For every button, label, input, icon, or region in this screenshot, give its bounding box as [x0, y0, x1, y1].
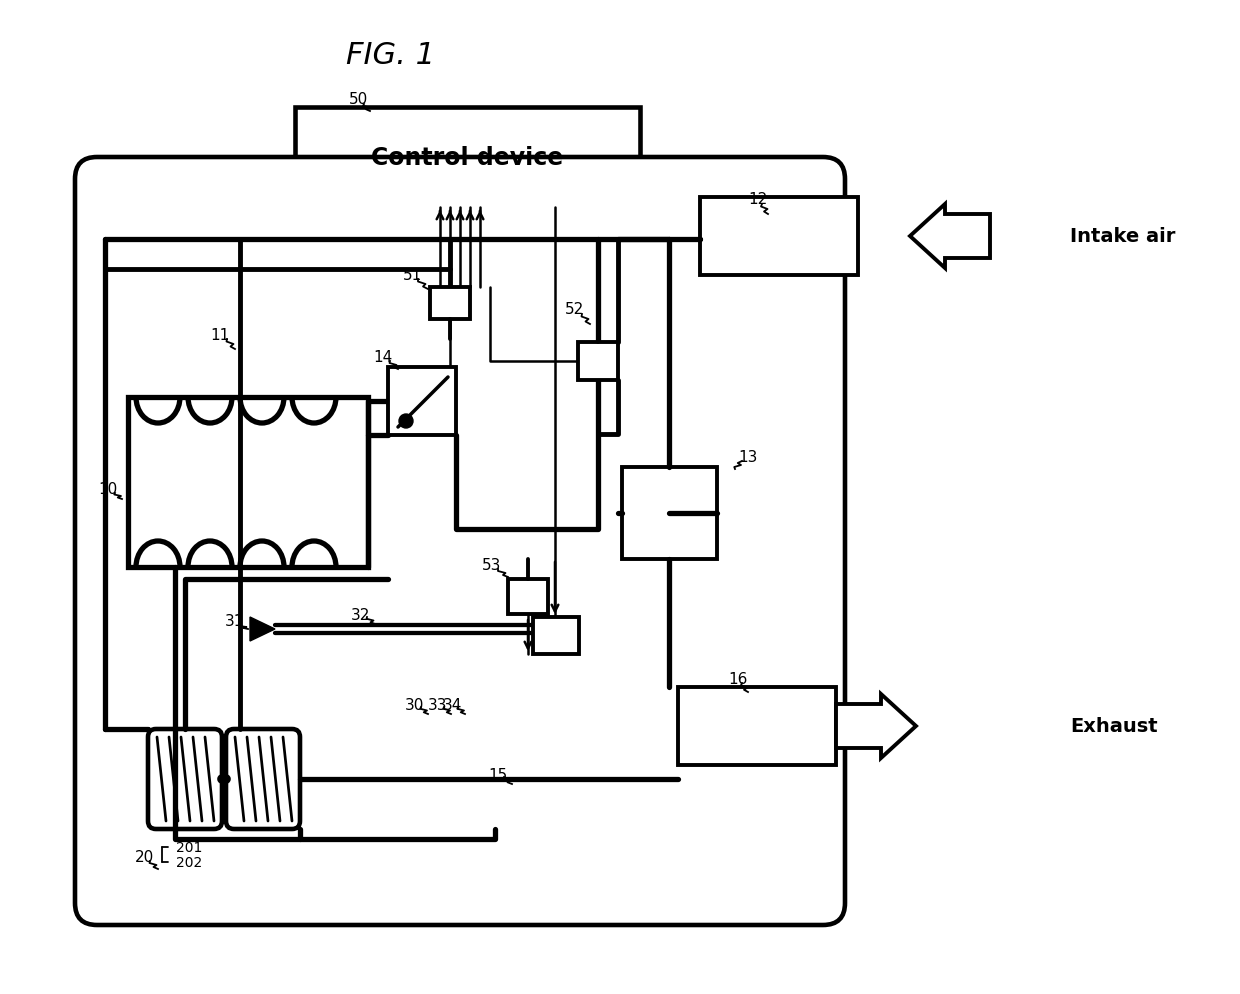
FancyBboxPatch shape: [148, 730, 222, 829]
Bar: [678, 687, 836, 765]
Bar: [388, 368, 456, 435]
Text: 30: 30: [405, 697, 424, 712]
Text: 52: 52: [565, 302, 584, 317]
Text: 20: 20: [134, 850, 154, 865]
FancyArrow shape: [836, 694, 916, 758]
Text: 53: 53: [482, 557, 502, 572]
Text: 13: 13: [738, 450, 758, 465]
Text: Control device: Control device: [371, 146, 563, 170]
FancyBboxPatch shape: [74, 158, 844, 925]
Bar: [128, 398, 368, 568]
FancyBboxPatch shape: [226, 730, 300, 829]
Bar: [533, 617, 579, 654]
Text: 32: 32: [351, 607, 370, 622]
Text: 16: 16: [728, 672, 748, 687]
Bar: [578, 343, 618, 381]
Bar: [701, 198, 858, 275]
Bar: [295, 108, 640, 208]
Text: 12: 12: [749, 192, 768, 208]
Text: 34: 34: [443, 697, 461, 712]
FancyArrow shape: [910, 205, 990, 268]
Bar: [622, 467, 717, 560]
Text: 31: 31: [224, 614, 244, 629]
Bar: [430, 287, 470, 320]
Circle shape: [399, 414, 413, 428]
Text: 202: 202: [176, 855, 202, 869]
Text: Intake air: Intake air: [1070, 228, 1176, 247]
Text: 14: 14: [373, 350, 393, 365]
Text: 11: 11: [211, 328, 229, 343]
Text: FIG. 1: FIG. 1: [346, 41, 434, 70]
Text: 50: 50: [348, 92, 367, 107]
Text: 33: 33: [428, 697, 448, 712]
Text: 51: 51: [402, 267, 422, 282]
Bar: [508, 580, 548, 614]
Text: 201: 201: [176, 840, 202, 854]
Polygon shape: [250, 617, 275, 641]
Text: 15: 15: [489, 766, 507, 781]
Text: Exhaust: Exhaust: [1070, 717, 1158, 736]
Text: 10: 10: [98, 482, 118, 497]
